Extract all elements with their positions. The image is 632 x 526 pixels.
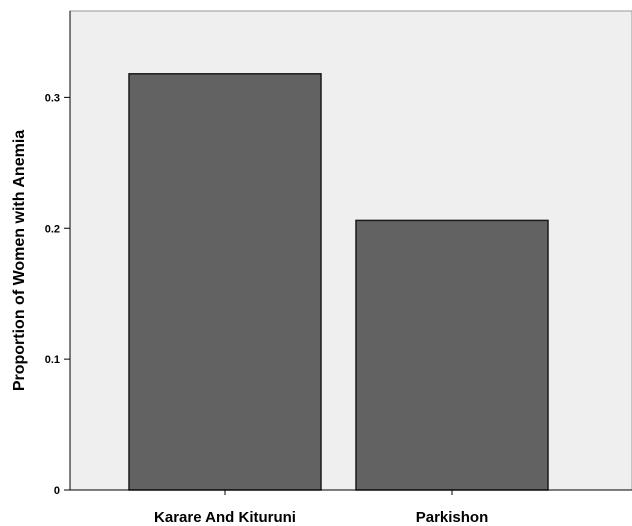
y-axis-ticks: 0 0.1 0.2 0.3 bbox=[45, 92, 70, 497]
y-tick-label: 0 bbox=[54, 485, 60, 497]
y-tick-label: 0.3 bbox=[45, 92, 60, 104]
x-category-label: Karare And Kituruni bbox=[154, 509, 296, 526]
bar-karare-and-kituruni bbox=[128, 73, 322, 491]
x-axis-labels: Karare And Kituruni Parkishon bbox=[154, 490, 488, 526]
x-category-label: Parkishon bbox=[416, 509, 489, 526]
y-axis-title: Proportion of Women with Anemia bbox=[11, 130, 28, 391]
bar-parkishon bbox=[355, 219, 549, 491]
y-tick-label: 0.2 bbox=[45, 223, 60, 235]
y-tick-label: 0.1 bbox=[45, 354, 60, 366]
